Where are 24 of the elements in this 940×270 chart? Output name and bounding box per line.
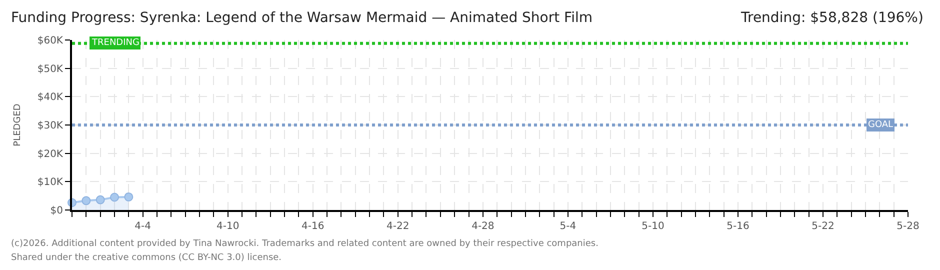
text: (c)2026. Additional content provided by Tina Nawrocki. Trademarks and related content are owned by their respective companies. [11,239,598,249]
x-tick-label: 4-22 [386,221,410,232]
y-tick-label: $60K [37,36,64,46]
y-tick-label: $40K [37,92,64,104]
x-tick-label: 4-16 [302,221,324,232]
x-tick-label: 5-28 [896,221,920,232]
text: Shared under the creative commons (CC BY-NC 3.0) license. [11,253,282,263]
chart-subtitle: Trending: $58,828 (196%) [740,10,924,26]
y-tick-label: $50K [37,64,64,75]
x-tick-label: 5-22 [812,221,834,232]
x-tick-label: 5-16 [726,221,750,232]
x-tick-label: 5-4 [560,221,576,232]
x-tick-label: 4-28 [472,221,494,232]
y-tick-label: $20K [37,148,64,160]
x-tick-label: 4-10 [216,221,240,232]
ref-line-label: TRENDING [91,38,140,48]
x-tick-label: 4-4 [134,221,152,232]
y-tick-label: $0 [50,206,63,216]
x-tick-label: 5-10 [642,221,664,232]
y-tick-label: $10K [37,177,64,188]
chart-title: Funding Progress: Syrenka: Legend of the Warsaw Mermaid — Animated Short Film [11,10,593,26]
y-tick-label: $30K [37,120,64,132]
y-axis-title: PLEDGED [13,104,24,146]
ref-line-label: GOAL [868,120,894,130]
